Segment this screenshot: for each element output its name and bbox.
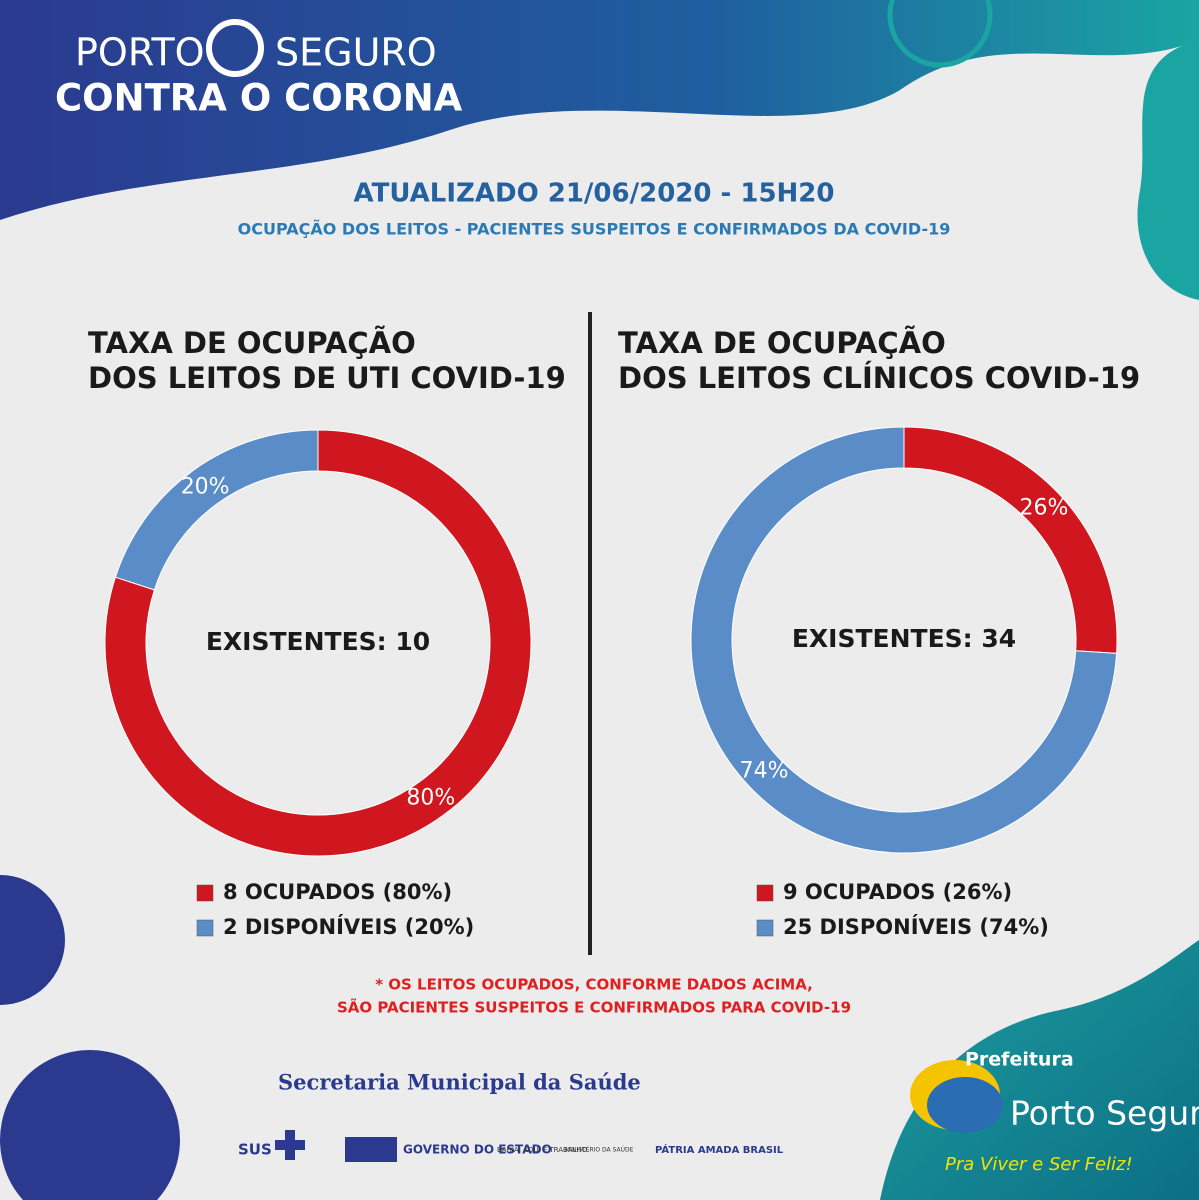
updated: ATUALIZADO 21/06/2020 - 15H20 (354, 179, 835, 209)
chart-title: TAXA DE OCUPAÇÃO (618, 326, 946, 360)
logo-governo: GOVERNO DO ESTADO (403, 1143, 552, 1157)
logo-ministerio: MINISTÉRIO DA SAÚDE (565, 1146, 634, 1154)
logo-bahia: BAHIA, AQUI É TRABALHO. (497, 1145, 589, 1154)
logo-mark (345, 1137, 397, 1162)
logo-sus: SUS (238, 1141, 272, 1159)
prefeitura-logo (927, 1077, 1003, 1133)
header-band (0, 0, 1199, 220)
legend-swatch (196, 884, 214, 902)
footer-shape (880, 940, 1199, 1200)
legend-label: 2 DISPONÍVEIS (20%) (223, 914, 474, 939)
virus-decor (0, 1050, 180, 1200)
center-label: EXISTENTES: 34 (792, 624, 1016, 653)
sus-cross (275, 1130, 305, 1160)
data-label: 80% (406, 785, 455, 810)
campaign: CONTRA O CORONA (55, 77, 463, 120)
slogan: Pra Viver e Ser Feliz! (945, 1154, 1133, 1175)
brand: PORTO (75, 31, 205, 75)
donut-segment (114, 429, 319, 591)
data-label: 74% (740, 758, 789, 783)
data-label: 26% (1020, 496, 1069, 521)
porto-seguro: Porto Seguro (1010, 1094, 1199, 1133)
subtitle: OCUPAÇÃO DOS LEITOS - PACIENTES SUSPEITO… (238, 220, 951, 239)
legend-swatch (756, 884, 774, 902)
donut-segment (104, 429, 532, 857)
virus-logo (206, 19, 264, 77)
secretaria: Secretaria Municipal da Saúde (278, 1070, 641, 1095)
chart-title: DOS LEITOS DE UTI COVID-19 (88, 361, 566, 395)
center-label: EXISTENTES: 10 (206, 627, 430, 656)
legend-label: 25 DISPONÍVEIS (74%) (783, 914, 1049, 939)
legend-swatch (196, 919, 214, 937)
donut-segment (690, 426, 1118, 854)
corner-shape (1137, 0, 1199, 300)
legend-label: 9 OCUPADOS (26%) (783, 880, 1012, 904)
brand: SEGURO (275, 31, 437, 75)
prefeitura: Prefeitura (965, 1049, 1074, 1071)
virus-decor (0, 875, 65, 1005)
virus-decor (887, 0, 1199, 268)
chart-title: DOS LEITOS CLÍNICOS COVID-19 (618, 361, 1140, 395)
legend-swatch (756, 919, 774, 937)
legend-label: 8 OCUPADOS (80%) (223, 880, 452, 904)
footnote: SÃO PACIENTES SUSPEITOS E CONFIRMADOS PA… (337, 998, 851, 1017)
footnote: * OS LEITOS OCUPADOS, CONFORME DADOS ACI… (375, 976, 813, 994)
logo-brasil: PÁTRIA AMADA BRASIL (655, 1143, 784, 1156)
chart-title: TAXA DE OCUPAÇÃO (88, 326, 416, 360)
data-label: 20% (181, 475, 230, 500)
